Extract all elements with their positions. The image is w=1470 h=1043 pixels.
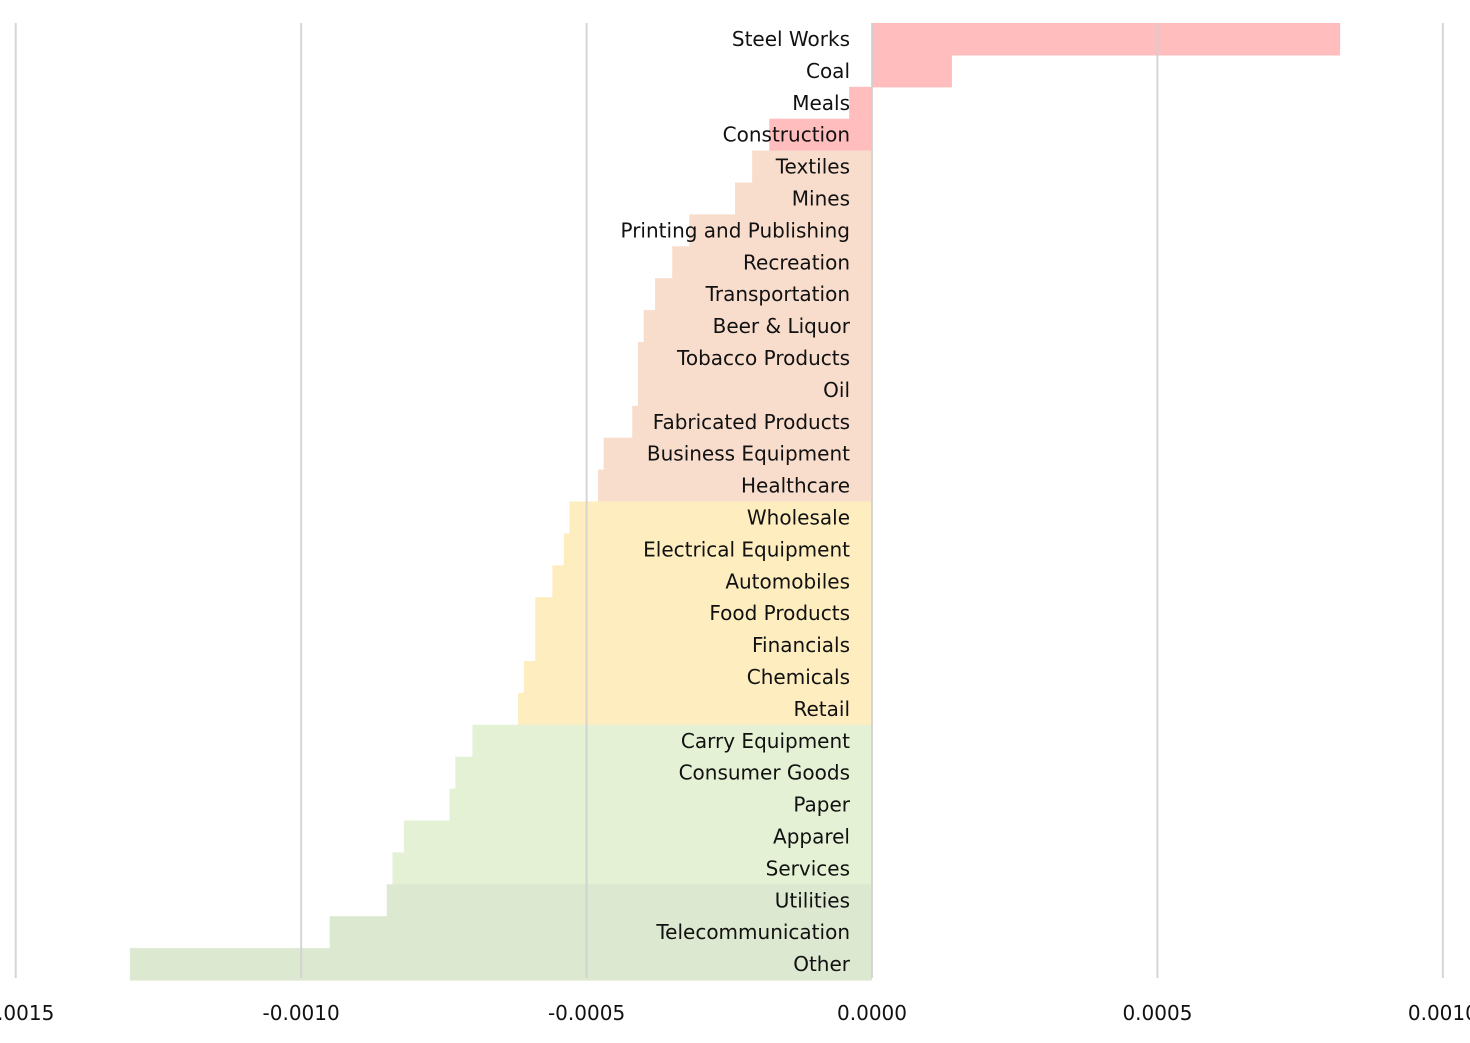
category-label-consumer-goods: Consumer Goods [679,761,850,785]
bar-coal [872,54,952,88]
bar-consumer-goods [455,756,873,790]
bar-tobacco-products [637,342,873,375]
bars-layer [129,23,1341,981]
bar-carry-equipment [472,724,873,758]
category-label-transportation: Transportation [705,282,850,306]
bar-mines [735,182,873,215]
category-label-oil: Oil [823,378,850,402]
category-label-wholesale: Wholesale [747,505,850,529]
bar-food-products [535,597,873,630]
category-label-tobacco-products: Tobacco Products [676,346,850,370]
category-label-automobiles: Automobiles [725,569,850,593]
bar-construction [769,118,873,152]
category-label-beer-liquor: Beer & Liquor [713,314,851,338]
category-label-telecommunication: Telecommunication [655,920,850,944]
bar-retail [518,692,873,726]
bar-chemicals [523,661,873,694]
category-label-food-products: Food Products [709,601,850,625]
bar-utilities [386,884,873,917]
category-label-coal: Coal [806,59,850,83]
category-label-other: Other [793,952,851,976]
bar-beer-liquor [643,310,873,343]
x-tick-label-5: 0.0010 [1408,1001,1470,1025]
category-label-steel-works: Steel Works [732,27,850,51]
bar-business-equipment [603,437,873,471]
x-tick-label-2: -0.0005 [548,1001,625,1025]
category-label-apparel: Apparel [773,824,850,848]
category-label-healthcare: Healthcare [741,474,850,498]
x-tick-label-3: 0.0000 [837,1001,907,1025]
category-label-textiles: Textiles [775,155,850,179]
category-label-paper: Paper [793,793,850,817]
bar-steel-works [872,23,1341,56]
category-label-meals: Meals [792,91,850,115]
x-tick-label-0: -0.0015 [0,1001,54,1025]
category-label-mines: Mines [792,186,850,210]
bar-healthcare [597,469,873,503]
bar-transportation [655,278,873,311]
bar-services [392,852,873,885]
x-tick-label-4: 0.0005 [1122,1001,1192,1025]
category-label-construction: Construction [723,123,850,147]
category-label-utilities: Utilities [775,888,850,912]
x-tick-label-1: -0.0010 [263,1001,340,1025]
category-labels: Steel Works Coal Meals Construction Textiles… [621,27,851,976]
category-label-printing-and-publishing: Printing and Publishing [621,218,851,242]
category-label-carry-equipment: Carry Equipment [681,729,850,753]
bar-paper [449,788,873,822]
bar-fabricated-products [632,405,873,439]
category-label-electrical-equipment: Electrical Equipment [643,537,850,561]
x-axis-tick-labels: -0.0015 -0.0010 -0.0005 0.0000 0.0005 0.0010 [0,1001,1470,1025]
bar-oil [637,373,873,407]
bar-recreation [672,246,873,279]
category-label-fabricated-products: Fabricated Products [653,410,850,434]
bar-other [129,948,873,981]
bar-wholesale [569,501,873,534]
bar-textiles [752,150,873,184]
bar-meals [849,86,873,120]
category-label-retail: Retail [793,697,850,721]
category-label-chemicals: Chemicals [747,665,850,689]
bar-apparel [403,820,873,853]
gridlines [14,23,1444,978]
bar-telecommunication [329,916,873,949]
bar-financials [535,629,873,662]
category-label-financials: Financials [752,633,850,657]
bar-electrical-equipment [563,533,873,566]
bar-automobiles [552,565,873,598]
category-label-recreation: Recreation [743,250,850,274]
bar-printing-and-publishing [689,214,873,247]
category-label-services: Services [766,856,850,880]
category-label-business-equipment: Business Equipment [647,442,850,466]
